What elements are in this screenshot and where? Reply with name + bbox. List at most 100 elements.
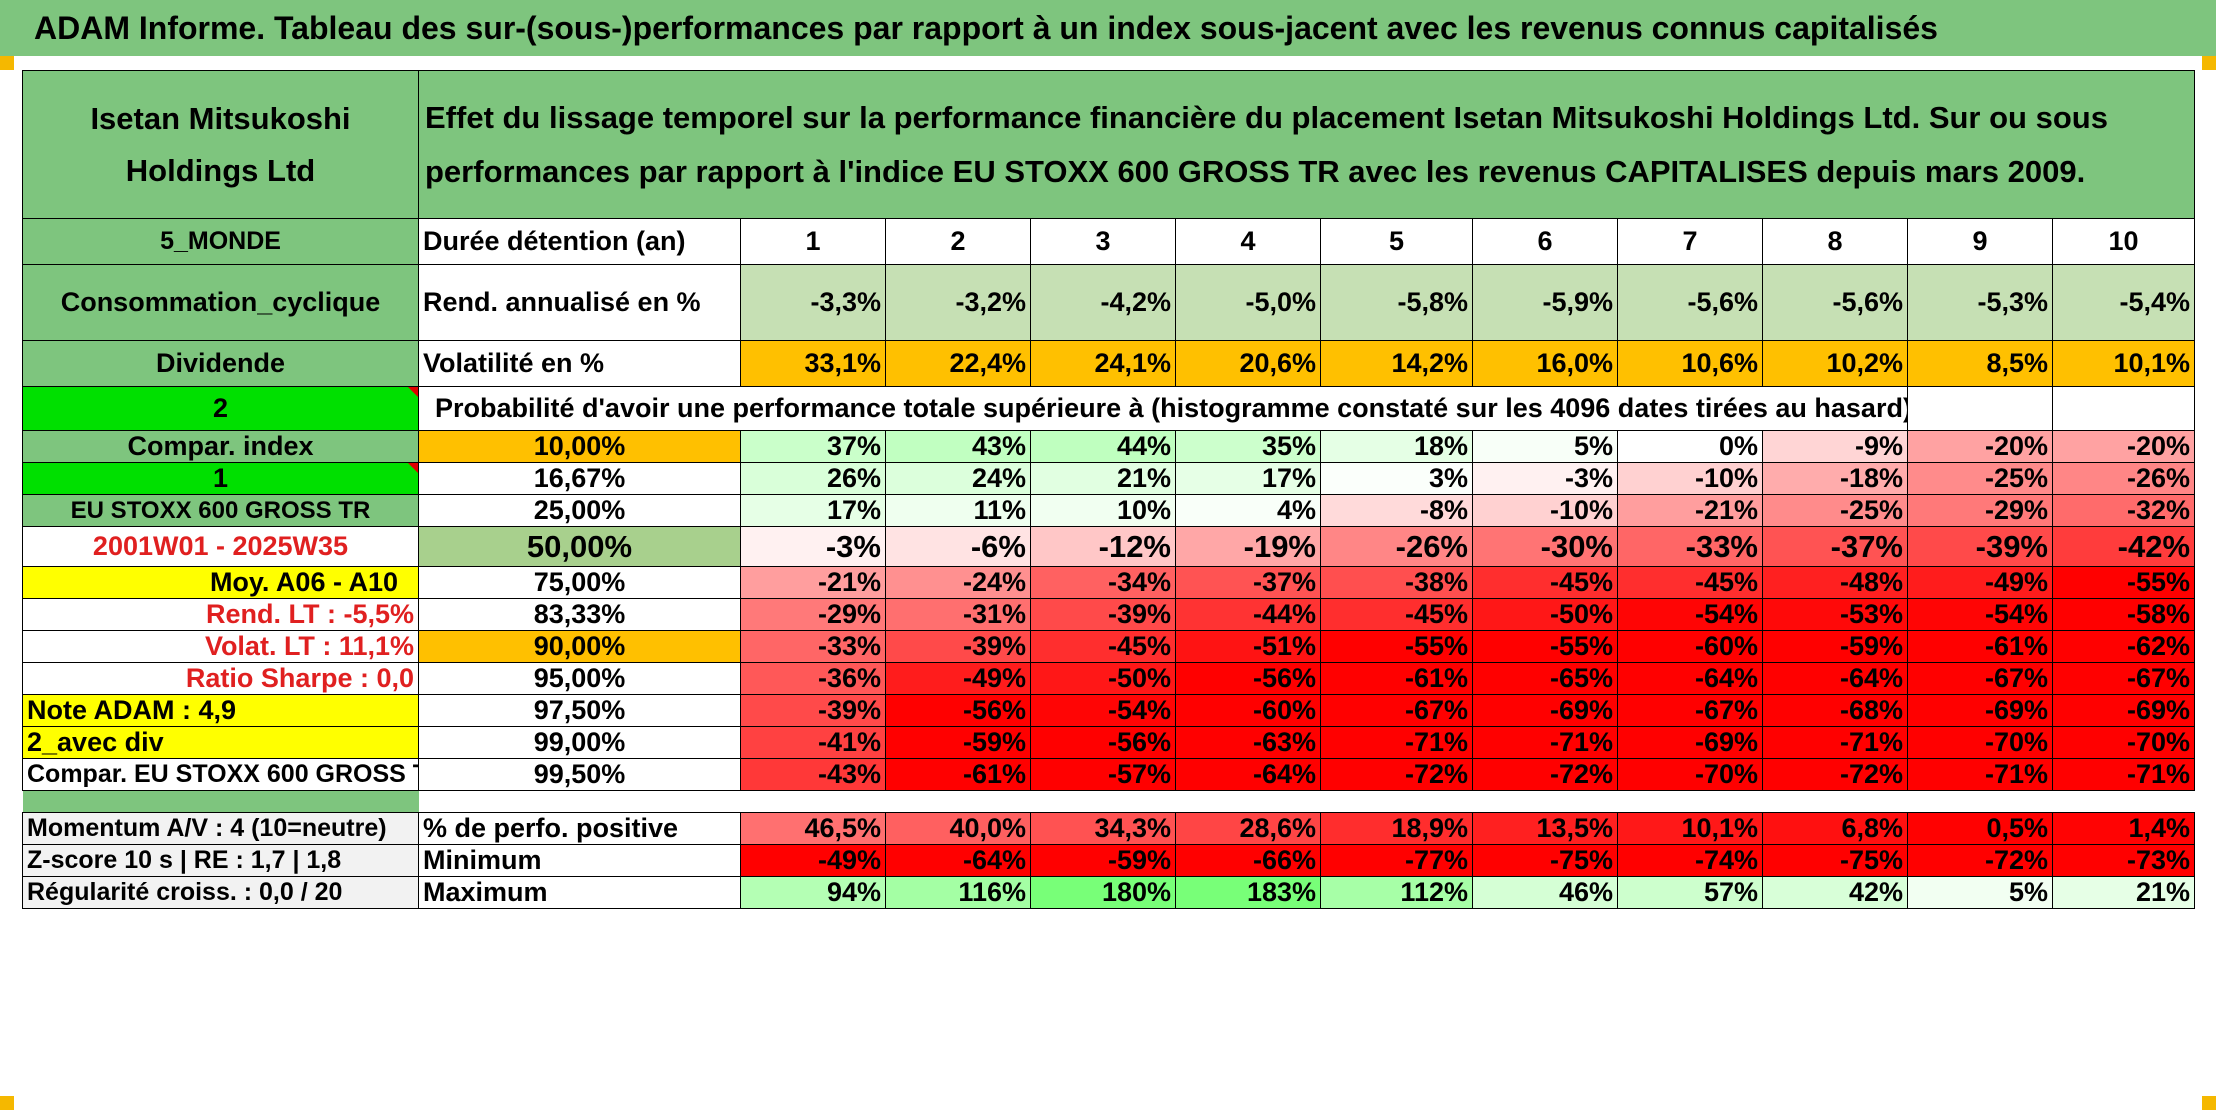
percentile-value-cell: -33% <box>740 630 886 663</box>
percentile-row: 2001W01 - 2025W35 50,00% -3% -6% -12% -19% -26… <box>22 526 2196 567</box>
percentile-value-cell: -61% <box>885 758 1031 791</box>
rend-cell: -5,3% <box>1907 264 2053 341</box>
years-cell: 9 <box>1907 218 2053 265</box>
years-cell: 2 <box>885 218 1031 265</box>
percentile-value-cell: -70% <box>1617 758 1763 791</box>
perfo-pos-cell: 10,1% <box>1617 812 1763 845</box>
perfo-pos-cell: 1,4% <box>2051 812 2196 845</box>
empty-cell <box>2051 386 2196 431</box>
compar-label: Compar. EU STOXX 600 GROSS TR <box>22 758 419 791</box>
percentile-value-cell: -69% <box>1472 694 1618 727</box>
maximum-cell: 112% <box>1320 876 1473 909</box>
percentile-value-cell: 4% <box>1175 494 1321 527</box>
percentile-row: Volat. LT : 11,1% 90,00% -33% -39% -45% -51% -… <box>22 630 2196 663</box>
perfo-pos-cell: 0,5% <box>1907 812 2053 845</box>
period-label: 2001W01 - 2025W35 <box>22 526 419 567</box>
percentile-value-cell: -54% <box>1617 598 1763 631</box>
percentile-value-cell: -70% <box>2051 726 2196 759</box>
percentile-value-cell: -37% <box>1762 526 1908 567</box>
percentile-value-cell: -36% <box>740 662 886 695</box>
rend-cell: -3,2% <box>885 264 1031 341</box>
moy-label: Moy. A06 - A10 <box>22 566 419 599</box>
percentile-value-cell: -9% <box>1762 430 1908 463</box>
percentile-value-cell: -59% <box>885 726 1031 759</box>
percentile-value-cell: 37% <box>740 430 886 463</box>
percentile-value-cell: -26% <box>1320 526 1473 567</box>
percentile-value-cell: -54% <box>1030 694 1176 727</box>
percentile-row: EU STOXX 600 GROSS TR 25,00% 17% 11% 10% 4% -8… <box>22 494 2196 527</box>
report-panel: Isetan Mitsukoshi Holdings Ltd Effet du … <box>22 70 2196 1096</box>
percentile-value-cell: -41% <box>740 726 886 759</box>
percentile-value-cell: -65% <box>1472 662 1618 695</box>
minimum-cell: -64% <box>885 844 1031 877</box>
note-label: Note ADAM : 4,9 <box>22 694 419 727</box>
volat-cell: 33,1% <box>740 340 886 387</box>
volat-cell: 10,1% <box>2051 340 2196 387</box>
percentile-value-cell: -70% <box>1907 726 2053 759</box>
percentile-value-cell: 3% <box>1320 462 1473 495</box>
minimum-cell: -75% <box>1762 844 1908 877</box>
volat-lt-label: Volat. LT : 11,1% <box>22 630 419 663</box>
maximum-cell: 46% <box>1472 876 1618 909</box>
percentile-value-cell: -45% <box>1617 566 1763 599</box>
percentile-value-cell: -50% <box>1030 662 1176 695</box>
percentile-row: Compar. EU STOXX 600 GROSS TR 99,50% -43% -… <box>22 758 2196 791</box>
index-name-label: EU STOXX 600 GROSS TR <box>22 494 419 527</box>
percentile-value-cell: -20% <box>1907 430 2053 463</box>
stat-label: Minimum <box>418 844 741 877</box>
rend-lt-label: Rend. LT : -5,5% <box>22 598 419 631</box>
volat-cell: 20,6% <box>1175 340 1321 387</box>
percentile-value-cell: -71% <box>2051 758 2196 791</box>
percentile-value-cell: -10% <box>1617 462 1763 495</box>
percentile-value-cell: -45% <box>1320 598 1473 631</box>
percentile-value-cell: -57% <box>1030 758 1176 791</box>
percentile-value-cell: -64% <box>1617 662 1763 695</box>
percentile-value-cell: -71% <box>1907 758 2053 791</box>
perfo-pos-cell: 13,5% <box>1472 812 1618 845</box>
percentile-value-cell: -58% <box>2051 598 2196 631</box>
percentile-value-cell: -68% <box>1762 694 1908 727</box>
corner-marker-bottom-left <box>0 1096 14 1110</box>
percentile-value-cell: 17% <box>1175 462 1321 495</box>
percentile-value-cell: -39% <box>1907 526 2053 567</box>
percentile-value-cell: -3% <box>740 526 886 567</box>
percentile-value-cell: -56% <box>1175 662 1321 695</box>
percentile-row: Moy. A06 - A10 75,00% -21% -24% -34% -37% -38%… <box>22 566 2196 599</box>
maximum-cell: 183% <box>1175 876 1321 909</box>
percentile-value-cell: -51% <box>1175 630 1321 663</box>
percentile-value-cell: 35% <box>1175 430 1321 463</box>
choice-cell-1[interactable]: 2 <box>22 386 419 431</box>
percentile-value-cell: -61% <box>1320 662 1473 695</box>
percentile-level: 99,00% <box>418 726 741 759</box>
choice-cell-2[interactable]: 1 <box>22 462 419 495</box>
corner-marker-top-right <box>2202 56 2216 70</box>
minimum-cell: -66% <box>1175 844 1321 877</box>
percentile-value-cell: -39% <box>885 630 1031 663</box>
duree-label: Durée détention (an) <box>418 218 741 265</box>
rend-label: Rend. annualisé en % <box>418 264 741 341</box>
percentile-value-cell: -67% <box>1320 694 1473 727</box>
percentile-row: Note ADAM : 4,9 97,50% -39% -56% -54% -60% -67… <box>22 694 2196 727</box>
percentile-value-cell: 24% <box>885 462 1031 495</box>
spacer-row <box>22 790 2195 813</box>
percentile-value-cell: -50% <box>1472 598 1618 631</box>
years-cell: 7 <box>1617 218 1763 265</box>
percentile-value-cell: -38% <box>1320 566 1473 599</box>
years-cell: 10 <box>2051 218 2196 265</box>
percentile-level: 95,00% <box>418 662 741 695</box>
percentile-value-cell: -25% <box>1762 494 1908 527</box>
percentile-value-cell: 18% <box>1320 430 1473 463</box>
percentile-value-cell: -3% <box>1472 462 1618 495</box>
percentile-value-cell: -63% <box>1175 726 1321 759</box>
stat-row: Momentum A/V : 4 (10=neutre)% de perfo. … <box>22 812 2196 845</box>
percentile-value-cell: -43% <box>740 758 886 791</box>
header-row: Isetan Mitsukoshi Holdings Ltd Effet du … <box>22 70 2196 219</box>
stat-left-label: Régularité croiss. : 0,0 / 20 <box>22 876 419 909</box>
percentile-value-cell: -8% <box>1320 494 1473 527</box>
percentile-level: 50,00% <box>418 526 741 567</box>
spacer-cell <box>22 790 419 813</box>
percentile-row: Compar. index 10,00% 37% 43% 44% 35% 18% 5% 0% -9… <box>22 430 2196 463</box>
proba-label: Probabilité d'avoir une performance tota… <box>418 386 1908 431</box>
percentile-value-cell: -31% <box>885 598 1031 631</box>
percentile-value-cell: -53% <box>1762 598 1908 631</box>
